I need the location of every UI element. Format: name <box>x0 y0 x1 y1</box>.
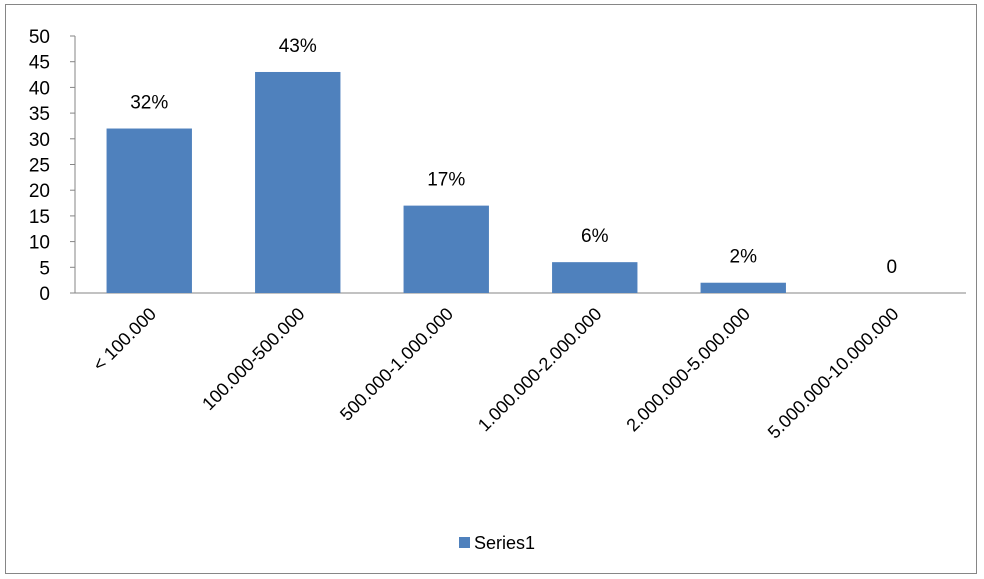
x-tick-label: 5.000.000-10.000.000 <box>764 304 903 443</box>
data-label: 6% <box>581 226 609 247</box>
x-tick-label: 1.000.000-2.000.000 <box>474 304 606 436</box>
x-tick-label: 100.000-500.000 <box>198 304 308 414</box>
bars: 32% 43% 17% 6% 2% 0 <box>106 36 897 293</box>
bar <box>552 262 638 293</box>
bar <box>255 71 341 293</box>
x-tick-label: 2.000.000-5.000.000 <box>622 304 754 436</box>
y-tick-label: 50 <box>29 27 50 48</box>
x-tick-label: < 100.000 <box>89 304 160 375</box>
data-label: 17% <box>427 170 465 191</box>
y-tick-label: 45 <box>29 53 50 74</box>
y-tick-label: 35 <box>29 104 50 125</box>
data-label: 32% <box>130 93 168 114</box>
bar <box>106 128 192 293</box>
bar <box>403 205 489 293</box>
legend-label-series1: Series1 <box>474 533 535 553</box>
legend-swatch-series1 <box>459 537 470 548</box>
y-tick-label: 15 <box>29 207 50 228</box>
bar <box>700 282 786 293</box>
data-label: 2% <box>730 247 758 268</box>
y-tick-label: 20 <box>29 181 50 202</box>
x-axis-labels: < 100.000 100.000-500.000 500.000-1.000.00… <box>89 304 903 443</box>
data-label: 0 <box>886 257 897 278</box>
y-tick-label: 5 <box>39 258 50 279</box>
y-axis: 0 5 10 15 20 25 30 35 40 45 50 <box>29 27 966 305</box>
x-tick-label: 500.000-1.000.000 <box>336 304 457 425</box>
y-tick-label: 30 <box>29 130 50 151</box>
y-tick-label: 25 <box>29 156 50 177</box>
data-label: 43% <box>279 36 317 57</box>
y-tick-label: 0 <box>39 284 50 305</box>
y-tick-label: 10 <box>29 233 50 254</box>
y-tick-label: 40 <box>29 78 50 99</box>
legend: Series1 <box>459 533 535 553</box>
